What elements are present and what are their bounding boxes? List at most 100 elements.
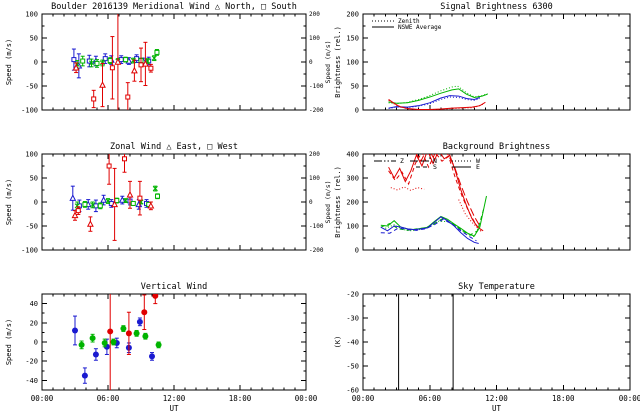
- svg-text:-200: -200: [309, 247, 324, 254]
- svg-text:-20: -20: [346, 291, 359, 299]
- sky-temperature-title: Sky Temperature: [458, 282, 535, 292]
- svg-text:00:00: 00:00: [352, 394, 375, 403]
- svg-text:-50: -50: [25, 223, 38, 231]
- svg-text:200: 200: [309, 151, 320, 158]
- svg-text:50: 50: [351, 83, 359, 91]
- svg-text:200: 200: [309, 11, 320, 18]
- sky-temperature-axes: [362, 293, 631, 391]
- panel-signal-brightness: 0 50 100 150 200 Signal Brightness 6300 Bright…: [334, 2, 631, 115]
- svg-text:Brightness (rel.): Brightness (rel.): [334, 26, 342, 98]
- svg-text:0: 0: [355, 107, 359, 115]
- svg-text:12:00: 12:00: [485, 394, 508, 403]
- meridional-wind-axes: [41, 13, 307, 111]
- svg-text:-100: -100: [309, 83, 324, 90]
- svg-text:Brightness (rel.): Brightness (rel.): [334, 166, 342, 238]
- svg-text:(K): (K): [334, 336, 342, 349]
- zonal-wind-title: Zonal Wind △ East, □ West: [110, 142, 238, 152]
- meridional-wind-data: [71, 14, 160, 110]
- sky-temperature-labels: -60 -50 -40 -30 -20 Sky Temperature (K) 00:00 06…: [334, 282, 640, 413]
- svg-text:0: 0: [34, 339, 38, 347]
- background-brightness-legend-label: W: [476, 157, 480, 165]
- signal-brightness-labels: 0 50 100 150 200 Signal Brightness 6300 Bright…: [334, 2, 553, 115]
- svg-text:-100: -100: [21, 107, 38, 115]
- zonal-wind-axes: [41, 153, 307, 251]
- svg-text:18:00: 18:00: [552, 394, 575, 403]
- svg-text:0: 0: [355, 247, 359, 255]
- svg-text:18:00: 18:00: [229, 394, 252, 403]
- svg-text:-40: -40: [25, 377, 38, 385]
- svg-text:400: 400: [346, 151, 359, 159]
- svg-text:100: 100: [346, 223, 359, 231]
- svg-text:0: 0: [309, 199, 313, 206]
- vertical-wind-title: Vertical Wind: [141, 282, 208, 292]
- panel-sky-temperature: -60 -50 -40 -30 -20 Sky Temperature (K) 00:00 06…: [334, 282, 640, 413]
- svg-text:200: 200: [346, 11, 359, 19]
- sky-temperature-data: [398, 294, 454, 390]
- svg-text:50: 50: [30, 35, 38, 43]
- vertical-wind-axes: [41, 293, 307, 391]
- svg-text:100: 100: [346, 59, 359, 67]
- background-brightness-labels: 0 100 200 300 400 Background Brightness Bright…: [334, 142, 550, 255]
- svg-text:20: 20: [30, 319, 38, 327]
- sky-temperature-xlabel: UT: [492, 404, 502, 413]
- background-brightness-data: [380, 154, 487, 245]
- svg-text:300: 300: [346, 175, 359, 183]
- background-brightness-legend-label: N: [433, 157, 437, 165]
- svg-text:-40: -40: [346, 339, 359, 347]
- svg-text:00:00: 00:00: [31, 394, 54, 403]
- svg-text:-20: -20: [25, 358, 38, 366]
- vertical-wind-labels: -40 -20 0 20 40 Vertical Wind Speed (m/s) 00:00…: [5, 282, 318, 413]
- svg-text:-200: -200: [309, 107, 324, 114]
- signal-brightness-title: Signal Brightness 6300: [440, 2, 553, 12]
- signal-brightness-data: [388, 85, 488, 110]
- panel-meridional-wind: -100 -50 0 50 100 200 100 0 -100 -200 Speed (m/s) B…: [5, 2, 332, 115]
- svg-text:0: 0: [34, 59, 38, 67]
- background-brightness-axes: [362, 153, 631, 251]
- svg-text:100: 100: [309, 175, 320, 182]
- background-brightness-legend-label: Z: [400, 157, 404, 165]
- meridional-wind-labels: -100 -50 0 50 100 200 100 0 -100 -200 Speed (m/s) B…: [5, 2, 332, 115]
- svg-text:100: 100: [25, 11, 38, 19]
- svg-text:100: 100: [25, 151, 38, 159]
- signal-brightness-legend-label: Zenith: [398, 18, 420, 25]
- svg-text:0: 0: [309, 59, 313, 66]
- svg-text:Speed (m/s): Speed (m/s): [324, 40, 332, 83]
- meridional-wind-title: Boulder 2016139 Meridional Wind △ North,…: [51, 2, 297, 12]
- background-brightness-title: Background Brightness: [443, 142, 550, 152]
- svg-text:Speed (m/s): Speed (m/s): [324, 180, 332, 223]
- svg-text:06:00: 06:00: [418, 394, 441, 403]
- svg-text:-50: -50: [25, 83, 38, 91]
- background-brightness-legend-label: S: [433, 163, 437, 171]
- svg-text:50: 50: [30, 175, 38, 183]
- svg-text:Speed (m/s): Speed (m/s): [5, 319, 13, 365]
- svg-text:-60: -60: [346, 387, 359, 395]
- svg-text:100: 100: [309, 35, 320, 42]
- svg-text:0: 0: [34, 199, 38, 207]
- vertical-wind-xlabel: UT: [169, 404, 179, 413]
- svg-text:-100: -100: [21, 247, 38, 255]
- panel-background-brightness: 0 100 200 300 400 Background Brightness Bright…: [334, 142, 631, 255]
- svg-text:-50: -50: [346, 363, 359, 371]
- svg-text:Speed (m/s): Speed (m/s): [5, 179, 13, 225]
- svg-text:-100: -100: [309, 223, 324, 230]
- svg-text:40: 40: [30, 300, 38, 308]
- vertical-wind-data: [72, 294, 162, 390]
- signal-brightness-legend-label: NSWE Average: [398, 24, 442, 31]
- zonal-wind-labels: -100 -50 0 50 100 200 100 0 -100 -200 Speed (m/s) Z…: [5, 142, 332, 255]
- svg-text:00:00: 00:00: [619, 394, 640, 403]
- svg-text:150: 150: [346, 35, 359, 43]
- svg-text:12:00: 12:00: [163, 394, 186, 403]
- svg-text:Speed (m/s): Speed (m/s): [5, 39, 13, 85]
- svg-text:06:00: 06:00: [97, 394, 120, 403]
- svg-text:00:00: 00:00: [295, 394, 318, 403]
- panel-zonal-wind: -100 -50 0 50 100 200 100 0 -100 -200 Speed (m/s) Z…: [5, 142, 332, 255]
- background-brightness-legend-label: E: [476, 163, 480, 171]
- svg-text:-30: -30: [346, 315, 359, 323]
- background-brightness-legend: Z N WS E: [374, 157, 480, 171]
- zonal-wind-data: [69, 154, 160, 241]
- signal-brightness-axes: [362, 13, 631, 111]
- svg-text:200: 200: [346, 199, 359, 207]
